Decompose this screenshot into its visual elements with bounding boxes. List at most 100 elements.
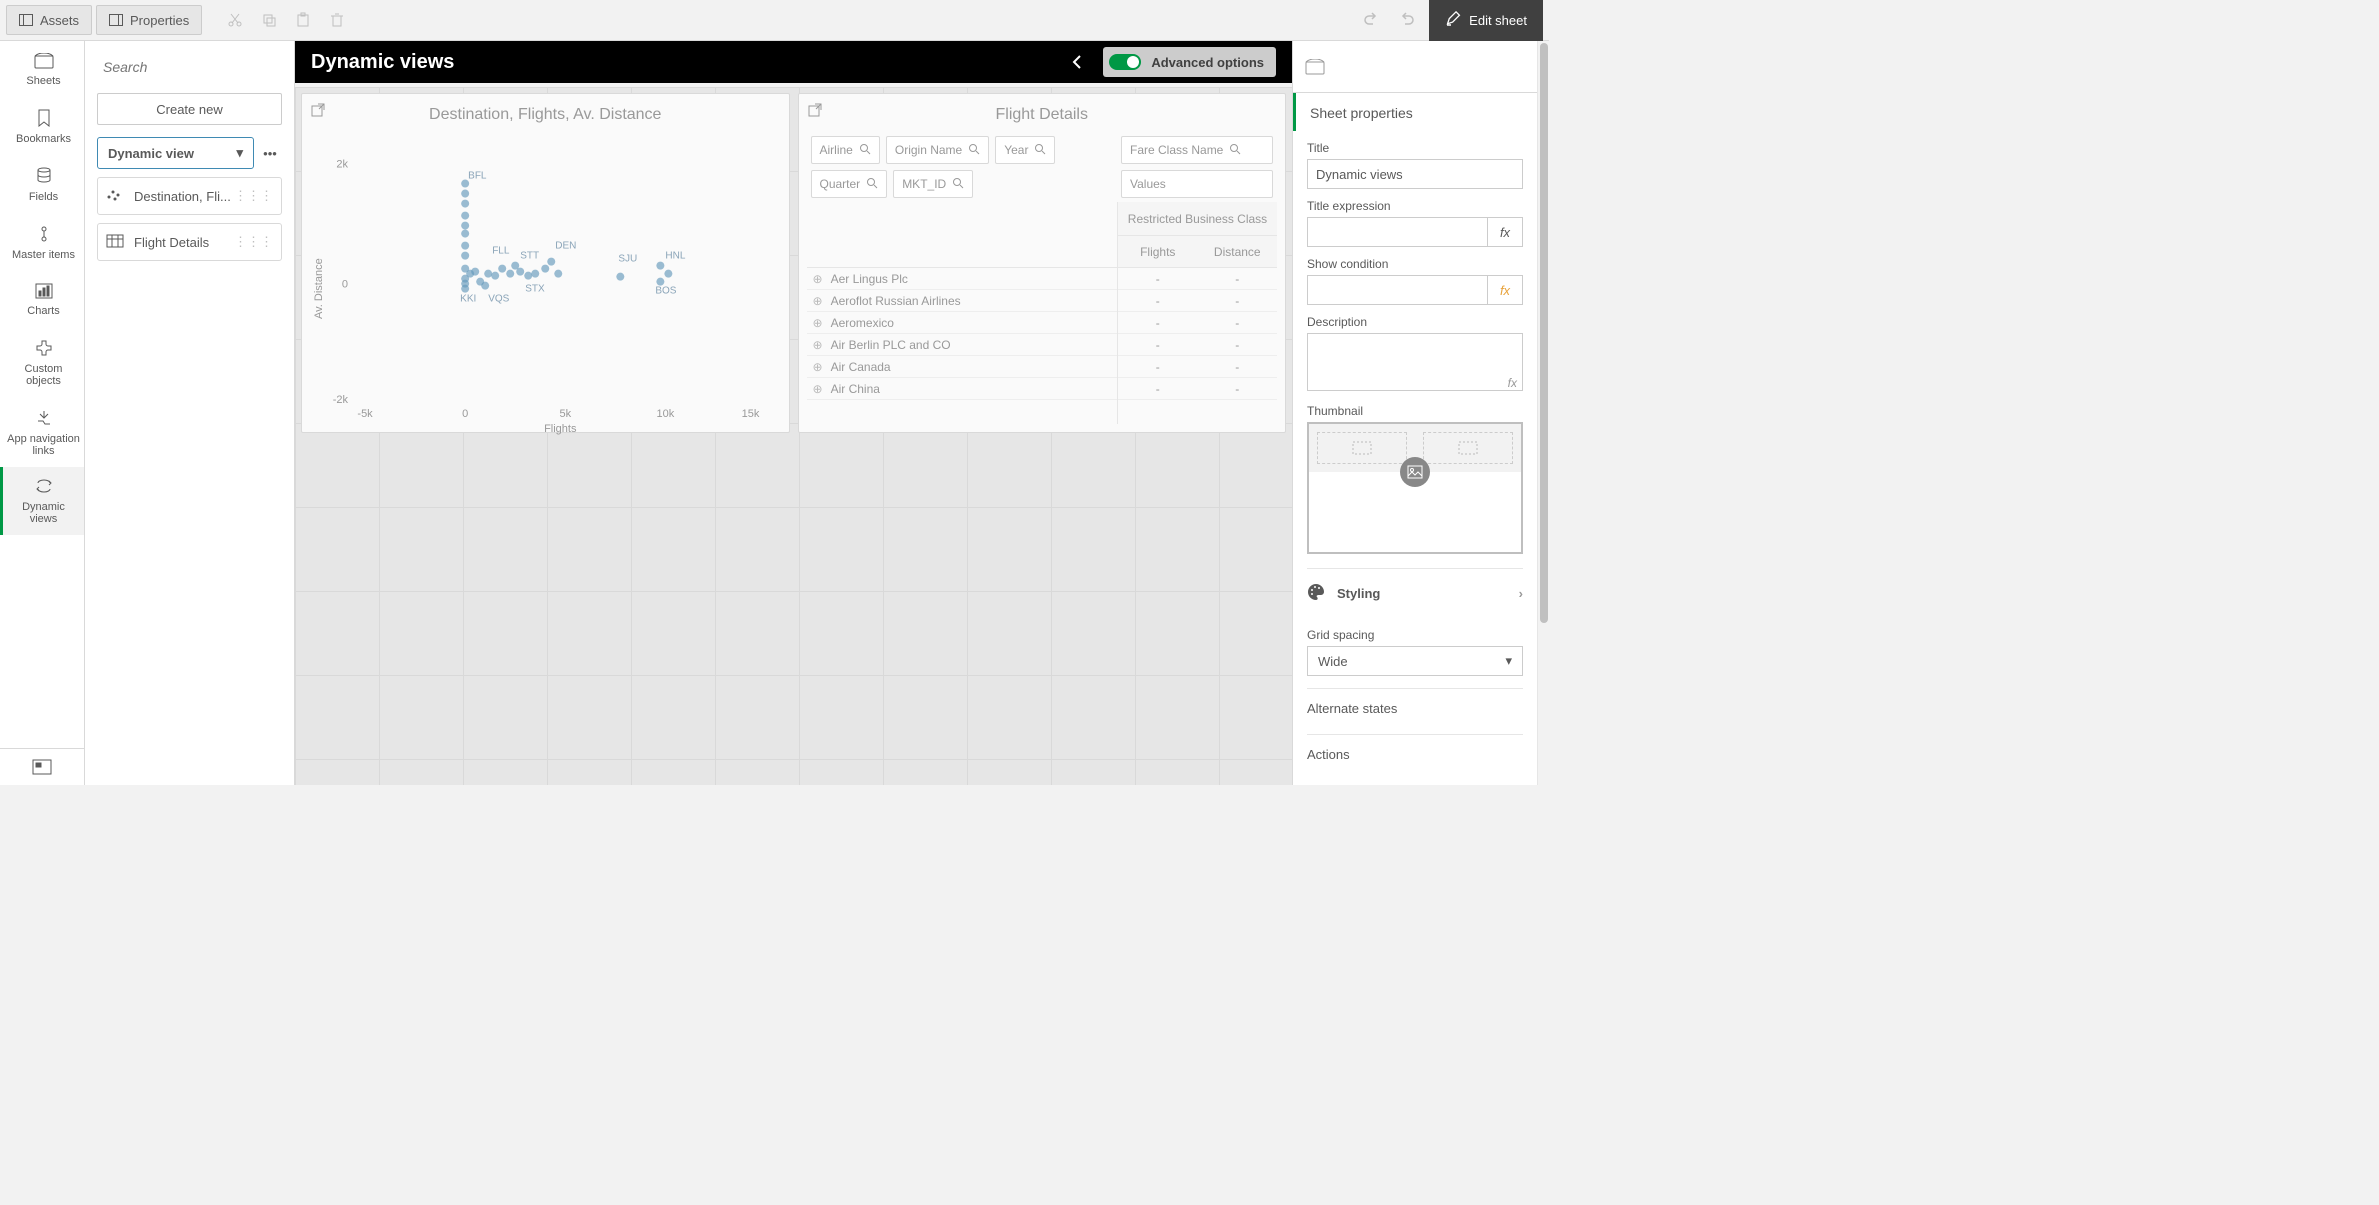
nav-bottom-button[interactable] — [0, 748, 84, 785]
table-row[interactable]: ⊕Aeroflot Russian Airlines — [807, 290, 1118, 312]
expand-row-icon[interactable]: ⊕ — [813, 382, 823, 396]
expand-row-icon[interactable]: ⊕ — [813, 360, 823, 374]
scatter-point[interactable] — [547, 258, 555, 266]
scatter-point[interactable] — [506, 270, 514, 278]
table-row[interactable]: ⊕Air China — [807, 378, 1118, 400]
nav-bookmarks[interactable]: Bookmarks — [0, 97, 84, 155]
image-upload-button[interactable] — [1400, 457, 1430, 487]
scrollbar-thumb[interactable] — [1540, 43, 1548, 623]
scatter-point[interactable] — [461, 242, 469, 250]
filter-pill[interactable]: Airline — [811, 136, 880, 164]
table-row[interactable]: ⊕Air Canada — [807, 356, 1118, 378]
scatter-point[interactable] — [656, 278, 664, 286]
canvas-grid[interactable]: Destination, Flights, Av. Distance Av. D… — [295, 87, 1292, 785]
x-tick-label: 15k — [742, 408, 760, 420]
flight-details-title: Flight Details — [807, 102, 1278, 132]
fx-button[interactable]: fx — [1487, 217, 1523, 247]
table-row[interactable]: ⊕Air Berlin PLC and CO — [807, 334, 1118, 356]
scatter-point[interactable] — [498, 265, 506, 273]
scatter-point[interactable] — [554, 270, 562, 278]
delete-icon[interactable] — [320, 5, 354, 35]
col-distance[interactable]: Distance — [1198, 236, 1278, 267]
filter-pill[interactable]: Origin Name — [886, 136, 989, 164]
thumbnail-box[interactable] — [1307, 422, 1523, 554]
expand-row-icon[interactable]: ⊕ — [813, 294, 823, 308]
scatter-point[interactable] — [491, 272, 499, 280]
copy-icon[interactable] — [252, 5, 286, 35]
scatter-point[interactable] — [461, 190, 469, 198]
expand-row-icon[interactable]: ⊕ — [813, 338, 823, 352]
grid-spacing-select[interactable]: Wide ▾ — [1307, 646, 1523, 676]
scrollbar[interactable] — [1537, 41, 1549, 785]
sheet-back-button[interactable] — [1061, 54, 1093, 70]
title-expression-input[interactable] — [1307, 217, 1487, 247]
chevron-right-icon: › — [1519, 586, 1523, 601]
scatter-point[interactable] — [531, 270, 539, 278]
nav-dynamic-views[interactable]: Dynamic views — [0, 467, 84, 535]
filter-pill[interactable]: MKT_ID — [893, 170, 973, 198]
asset-item-scatter[interactable]: Destination, Fli... ⋮⋮⋮ — [97, 177, 282, 215]
scatter-point[interactable] — [461, 200, 469, 208]
alternate-states-section[interactable]: Alternate states — [1307, 688, 1523, 722]
flight-details-card[interactable]: Flight Details Airline Origin NameYear Qua… — [798, 93, 1287, 433]
show-condition-input[interactable] — [1307, 275, 1487, 305]
expand-row-icon[interactable]: ⊕ — [813, 272, 823, 286]
scatter-point[interactable] — [461, 252, 469, 260]
actions-section[interactable]: Actions — [1307, 734, 1523, 768]
dynamic-view-dropdown[interactable]: Dynamic view ▾ — [97, 137, 254, 169]
create-new-label: Create new — [156, 102, 222, 117]
description-input[interactable] — [1307, 333, 1523, 391]
expand-icon[interactable] — [310, 102, 326, 121]
filter-pill[interactable]: Year — [995, 136, 1055, 164]
expand-row-icon[interactable]: ⊕ — [813, 316, 823, 330]
dynamic-view-dropdown-label: Dynamic view — [108, 146, 194, 161]
table-row[interactable]: ⊕Aeromexico — [807, 312, 1118, 334]
create-new-button[interactable]: Create new — [97, 93, 282, 125]
filter-pill[interactable]: Quarter — [811, 170, 888, 198]
title-input[interactable] — [1307, 159, 1523, 189]
fx-button[interactable]: fx — [1487, 275, 1523, 305]
search-input[interactable] — [97, 55, 291, 79]
scatter-point[interactable] — [484, 270, 492, 278]
more-options-button[interactable]: ••• — [258, 146, 282, 161]
nav-fields[interactable]: Fields — [0, 155, 84, 213]
advanced-options-toggle[interactable]: Advanced options — [1103, 47, 1276, 77]
expand-icon[interactable] — [807, 102, 823, 121]
nav-charts[interactable]: Charts — [0, 271, 84, 327]
scatter-point[interactable] — [461, 222, 469, 230]
nav-master-items[interactable]: Master items — [0, 213, 84, 271]
fx-icon[interactable]: fx — [1508, 376, 1517, 390]
scatter-chart-card[interactable]: Destination, Flights, Av. Distance Av. D… — [301, 93, 790, 433]
styling-row[interactable]: Styling › — [1307, 568, 1523, 618]
scatter-point[interactable] — [524, 272, 532, 280]
scatter-point[interactable] — [461, 230, 469, 238]
nav-app-links[interactable]: App navigation links — [0, 397, 84, 467]
assets-tab[interactable]: Assets — [6, 5, 92, 35]
filter-label: Airline — [820, 143, 853, 157]
scatter-point[interactable] — [664, 270, 672, 278]
cut-icon[interactable] — [218, 5, 252, 35]
col-flights[interactable]: Flights — [1118, 236, 1198, 267]
redo-icon[interactable] — [1389, 5, 1423, 35]
scatter-point[interactable] — [461, 212, 469, 220]
nav-custom-objects[interactable]: Custom objects — [0, 327, 84, 397]
edit-sheet-button[interactable]: Edit sheet — [1429, 0, 1543, 41]
title-field-label: Title — [1307, 141, 1523, 155]
scatter-point[interactable] — [616, 273, 624, 281]
scatter-plot: Av. Distance 2k0-2k -5k05k10k15k Flights… — [310, 132, 781, 435]
asset-item-table[interactable]: Flight Details ⋮⋮⋮ — [97, 223, 282, 261]
scatter-point[interactable] — [541, 265, 549, 273]
filter-pill[interactable]: Fare Class Name — [1121, 136, 1273, 164]
filter-pill[interactable]: Values — [1121, 170, 1273, 198]
table-row[interactable]: ⊕Aer Lingus Plc — [807, 268, 1118, 290]
scatter-point[interactable] — [471, 268, 479, 276]
nav-sheets[interactable]: Sheets — [0, 41, 84, 97]
cell-distance: - — [1198, 378, 1278, 399]
scatter-point[interactable] — [656, 262, 664, 270]
properties-tab[interactable]: Properties — [96, 5, 202, 35]
scatter-point[interactable] — [461, 285, 469, 293]
paste-icon[interactable] — [286, 5, 320, 35]
scatter-point[interactable] — [481, 282, 489, 290]
undo-icon[interactable] — [1355, 5, 1389, 35]
scatter-point[interactable] — [516, 268, 524, 276]
